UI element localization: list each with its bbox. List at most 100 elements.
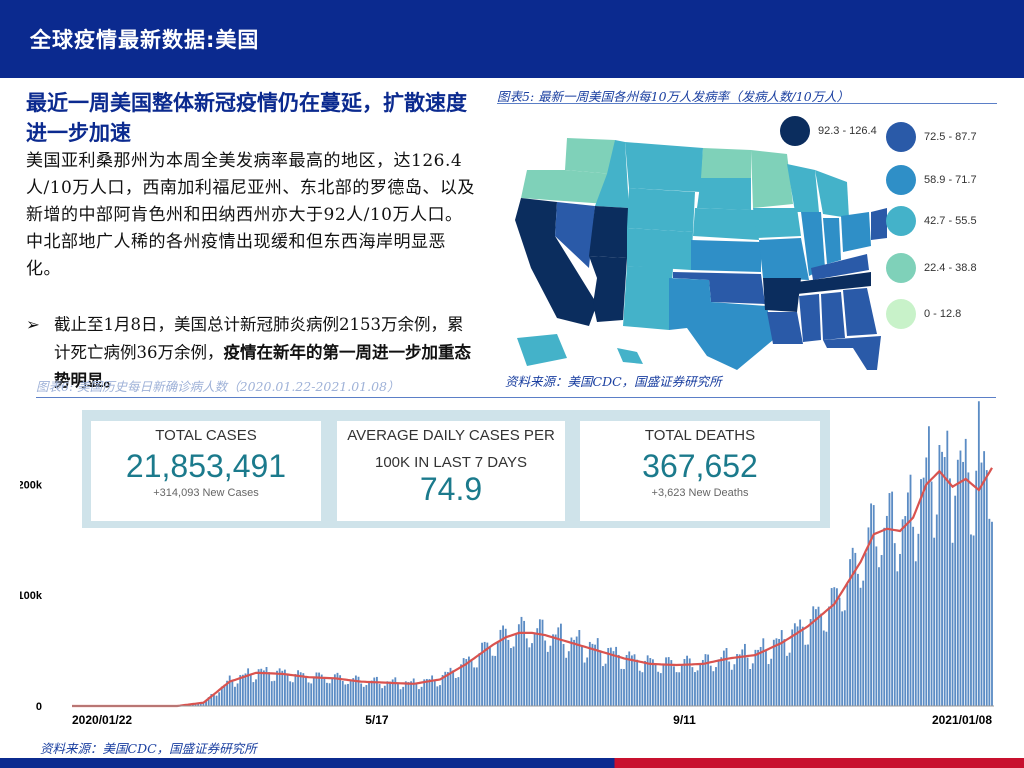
bar [956,459,959,706]
bar [470,659,473,706]
stat-value: 74.9 [419,471,483,507]
bar [326,682,328,706]
bar [299,672,302,706]
bar [691,667,694,706]
bar [746,657,749,706]
map-arizona [589,256,627,322]
bar [394,677,397,706]
bar [483,641,486,706]
bar [386,681,389,706]
bar [985,470,988,706]
bar [709,665,712,706]
bar [888,493,891,706]
bar [970,534,972,706]
legend-label: 58.9 - 71.7 [924,174,977,186]
stat-sub: +314,093 New Cases [153,487,259,499]
bar [583,662,586,706]
bar [875,546,878,706]
bar [546,651,549,706]
bar [536,628,539,706]
bar [499,629,502,706]
bar [725,648,728,706]
legend-item: 58.9 - 71.7 [886,165,977,195]
bar [194,703,197,706]
bar [862,580,865,706]
bar [701,659,704,706]
bar [504,628,507,706]
bar [951,542,954,706]
bar [370,680,373,706]
bar [588,641,591,706]
bar [933,537,936,706]
bar [517,624,520,706]
bar [425,678,428,706]
bar [510,648,512,706]
bar [202,702,205,706]
chart-source: 资料来源：美国CDC，国盛证券研究所 [40,741,257,756]
bar [360,683,363,706]
bar [909,474,912,706]
bar [809,619,812,706]
map-hawaii [617,348,643,364]
bar [864,552,867,706]
bar [767,664,770,706]
bar [675,672,678,706]
y-tick-label: 0 [36,701,42,713]
bar [549,645,552,706]
bar [244,673,247,706]
map-missouri [759,238,809,280]
bar [284,669,286,706]
bar [972,535,975,706]
bar [318,672,320,706]
stat-card-total-deaths: TOTAL DEATHS 367,652 +3,623 New Deaths [580,421,820,521]
bar [857,573,859,706]
bar [378,684,381,706]
bar [234,686,236,706]
bullet-point: ➢ 截止至1月8日，美国总计新冠肺炎病例2153万余例，累计死亡病例36万余例，… [26,311,471,395]
bar [468,656,470,706]
bar [628,651,631,706]
bar [323,678,326,706]
bar [423,679,426,706]
bar [573,639,575,706]
stat-label: TOTAL CASES [155,427,257,444]
y-tick-label: 100k [20,590,43,602]
bar [502,625,504,706]
bar [226,680,228,706]
bar [478,653,481,706]
bar [841,611,844,706]
bar [336,672,339,706]
map-washington [565,138,615,174]
bar [412,678,415,706]
legend-swatch [886,165,916,195]
bar [575,636,578,706]
bar [486,642,489,706]
bar [552,634,554,706]
bar [991,521,993,706]
bar [612,651,615,706]
bar [814,609,817,706]
bar [436,686,439,706]
bar [778,638,780,706]
map-north-dakota [701,148,751,178]
bar [959,450,962,706]
bar [914,561,917,706]
section-headline: 最近一周美国整体新冠疫情仍在蔓延，扩散速度进一步加速 [26,90,467,145]
x-axis-labels: 2020/01/22 5/17 9/11 2021/01/08 [72,713,992,727]
bar [491,655,494,706]
bar [210,694,213,706]
bar [899,553,901,706]
bar [241,674,244,706]
bar [683,659,686,706]
stat-card-daily-per-100k: AVERAGE DAILY CASES PER 100K IN LAST 7 D… [337,421,565,521]
bar [688,658,691,706]
legend-swatch [886,206,916,236]
bar [670,660,673,706]
map-alabama [821,292,845,340]
bar [912,526,915,706]
bar [399,689,402,706]
bar [594,644,596,706]
bar [665,657,667,706]
bar [281,670,284,706]
bar [520,616,523,706]
